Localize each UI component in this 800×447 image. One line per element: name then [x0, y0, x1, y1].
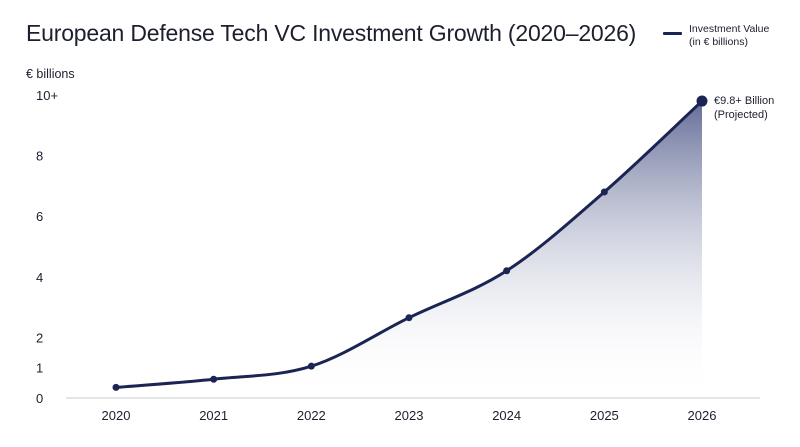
- y-tick-label: 1: [36, 361, 43, 376]
- x-tick-label: 2021: [199, 408, 228, 423]
- x-tick-label: 2022: [297, 408, 326, 423]
- chart-title: European Defense Tech VC Investment Grow…: [26, 20, 637, 46]
- data-point: [112, 383, 120, 391]
- data-point: [405, 314, 413, 322]
- y-tick-label: 2: [36, 330, 43, 345]
- annotation-label: €9.8+ Billion: [714, 95, 774, 107]
- annotation-label: (Projected): [714, 109, 768, 121]
- data-point: [503, 267, 511, 275]
- legend: Investment Value (in € billions): [663, 23, 769, 49]
- data-point-highlight: [696, 95, 708, 107]
- legend-label: Investment Value (in € billions): [689, 23, 770, 48]
- y-tick-label: 4: [36, 270, 43, 285]
- legend-swatch: [663, 32, 682, 35]
- x-tick-label: 2020: [102, 408, 131, 423]
- y-tick-label: 0: [36, 391, 43, 406]
- x-tick-label: 2023: [395, 408, 424, 423]
- data-point: [307, 362, 315, 370]
- y-tick-label: 8: [36, 149, 43, 164]
- x-tick-label: 2026: [688, 408, 717, 423]
- y-tick-label: 10+: [36, 88, 58, 103]
- y-axis-label: € billions: [26, 67, 75, 81]
- data-point: [210, 375, 218, 383]
- data-point: [600, 188, 608, 196]
- series-area-fill: [116, 101, 702, 398]
- x-tick-label: 2024: [492, 408, 521, 423]
- y-tick-label: 6: [36, 209, 43, 224]
- x-tick-label: 2025: [590, 408, 619, 423]
